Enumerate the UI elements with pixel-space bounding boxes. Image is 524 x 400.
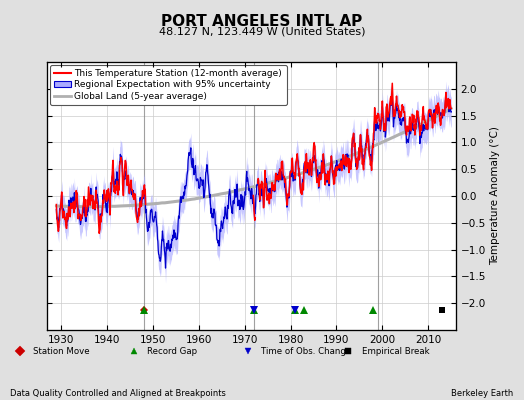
Text: Data Quality Controlled and Aligned at Breakpoints: Data Quality Controlled and Aligned at B…: [10, 389, 226, 398]
Legend: This Temperature Station (12-month average), Regional Expectation with 95% uncer: This Temperature Station (12-month avera…: [50, 65, 287, 105]
Text: Station Move: Station Move: [34, 346, 90, 356]
Text: Empirical Break: Empirical Break: [362, 346, 429, 356]
Text: Record Gap: Record Gap: [147, 346, 198, 356]
Text: Time of Obs. Change: Time of Obs. Change: [261, 346, 352, 356]
Text: 48.127 N, 123.449 W (United States): 48.127 N, 123.449 W (United States): [159, 26, 365, 36]
Text: PORT ANGELES INTL AP: PORT ANGELES INTL AP: [161, 14, 363, 29]
Y-axis label: Temperature Anomaly (°C): Temperature Anomaly (°C): [490, 126, 500, 266]
Text: Berkeley Earth: Berkeley Earth: [451, 389, 514, 398]
